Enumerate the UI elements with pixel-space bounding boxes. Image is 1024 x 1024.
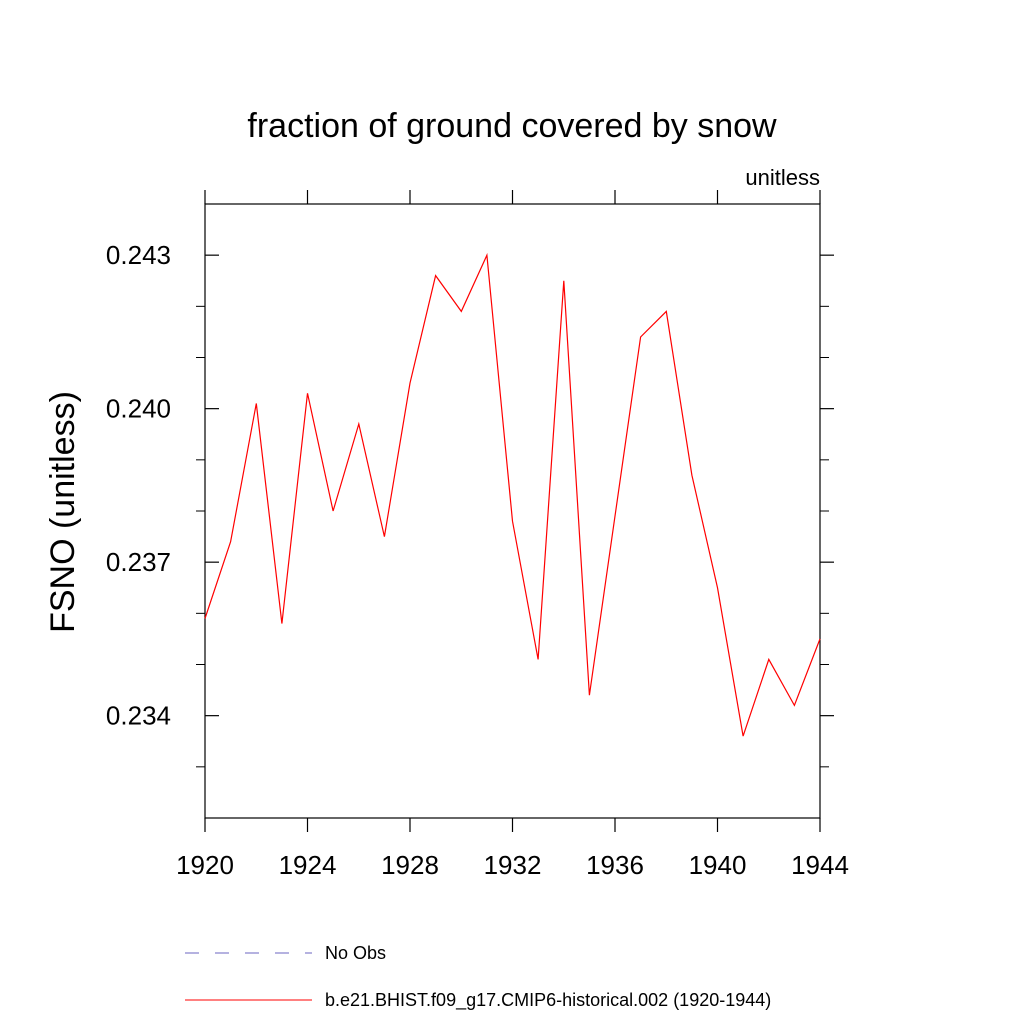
units-label: unitless xyxy=(745,165,820,190)
legend: No Obs b.e21.BHIST.f09_g17.CMIP6-histori… xyxy=(185,943,771,1011)
chart-title: fraction of ground covered by snow xyxy=(247,107,777,145)
x-tick-label: 1940 xyxy=(689,850,747,880)
x-axis: 1920 1924 1928 1932 1936 1940 1944 xyxy=(176,190,849,880)
legend-label-historical: b.e21.BHIST.f09_g17.CMIP6-historical.002… xyxy=(325,990,771,1011)
series-line-0 xyxy=(204,252,821,737)
x-tick-label: 1924 xyxy=(279,850,337,880)
legend-label-no-obs: No Obs xyxy=(325,943,386,963)
y-tick-label: 0.234 xyxy=(106,701,171,731)
x-tick-label: 1932 xyxy=(484,850,542,880)
y-tick-label: 0.243 xyxy=(106,240,171,270)
x-tick-label: 1944 xyxy=(791,850,849,880)
y-tick-label: 0.240 xyxy=(106,394,171,424)
plot-frame xyxy=(204,203,821,819)
y-tick-label: 0.237 xyxy=(106,547,171,577)
x-tick-label: 1928 xyxy=(381,850,439,880)
series-layer xyxy=(204,252,821,737)
y-axis-label: FSNO (unitless) xyxy=(44,391,82,633)
y-axis: 0.234 0.237 0.240 0.243 xyxy=(106,240,834,768)
x-tick-label: 1920 xyxy=(176,850,234,880)
x-tick-label: 1936 xyxy=(586,850,644,880)
